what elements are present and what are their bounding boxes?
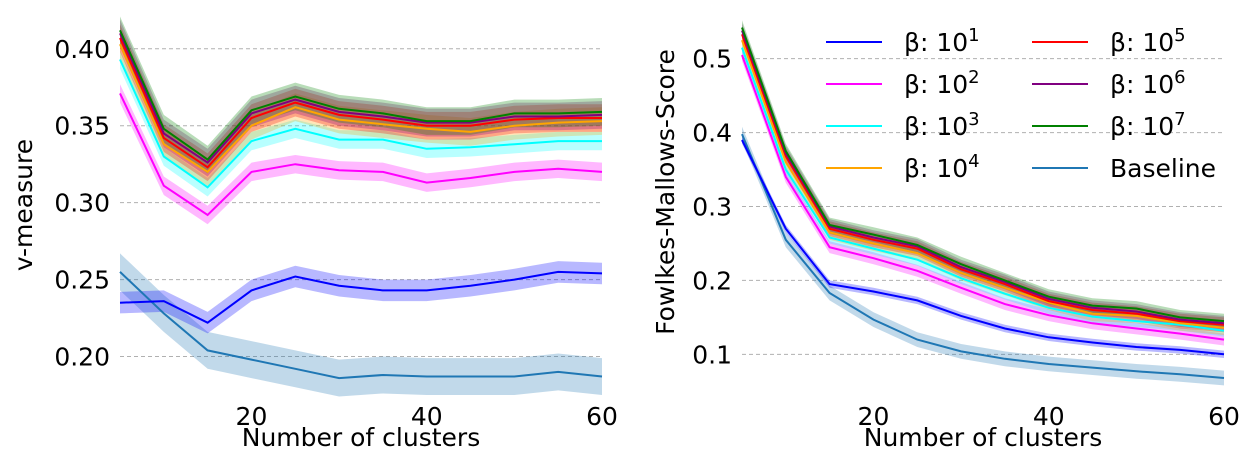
fm-line-10-3 [741,47,1225,332]
legend-label-exponent: 1 [968,25,979,46]
vm-y-axis-label: v-measure [9,139,38,271]
legend-label-prefix: β: 10 [904,70,968,99]
legend-label-6: β: 106 [1110,67,1186,99]
vm-band-10-4 [120,30,602,186]
fm-line-10-2 [741,54,1225,341]
legend-label-prefix: β: 10 [904,28,968,57]
legend-label-1: β: 101 [904,25,980,57]
fm-ytick-label: 0.2 [692,266,732,295]
legend-label-8: Baseline [1110,154,1216,183]
vm-band-10-2 [120,84,602,225]
fowlkes-mallows-panel: 0.1 0.2 0.3 0.4 0.5 20 40 60 Number of clusters F… [651,20,1240,452]
vm-ytick-label: 0.30 [54,189,110,218]
legend-label-prefix: β: 10 [904,154,968,183]
vmeasure-panel: 0.20 0.25 0.30 0.35 0.40 20 40 60 Number of clus… [9,16,618,452]
fm-line-10-7 [741,27,1225,323]
fm-ytick-label: 0.3 [692,193,732,222]
vm-line-10-7 [119,29,603,161]
fm-band-10-7 [742,20,1224,329]
fm-line-10-5 [741,33,1225,326]
legend-label-3: β: 103 [904,109,980,141]
vm-ytick-label: 0.35 [54,112,110,141]
vm-ytick-label: 0.20 [54,343,110,372]
vm-line-10-3 [119,59,602,189]
fm-ytick-label: 0.1 [692,340,732,369]
vm-line-baseline [119,271,603,380]
vm-x-axis-label: Number of clusters [242,423,480,452]
fm-line-baseline [741,133,1225,379]
legend-label-4: β: 104 [904,151,980,183]
fm-band-10-6 [742,23,1224,331]
vm-xtick-label: 20 [236,402,268,431]
vm-band-10-5 [120,24,602,182]
legend-label-exponent: 3 [968,109,979,130]
legend-label-prefix: β: 10 [904,112,968,141]
legend-label-exponent: 6 [1174,67,1185,88]
fm-ytick-label: 0.4 [692,119,732,148]
legend-label-exponent: 4 [968,151,979,172]
vm-xtick-label: 60 [586,402,618,431]
legend-label-prefix: β: 10 [1110,112,1174,141]
vm-band-10-3 [120,50,602,197]
vm-ytick-label: 0.25 [54,266,110,295]
vm-xtick-label: 40 [411,402,443,431]
fm-xtick-label: 20 [858,402,890,431]
fm-line-10-1 [741,139,1225,356]
fm-xtick-label: 40 [1033,402,1065,431]
legend-label-exponent: 2 [968,67,979,88]
vm-line-10-6 [119,32,603,164]
vm-band-baseline [120,253,602,397]
fm-line-10-4 [741,39,1225,329]
fm-y-axis-label: Fowlkes-Mallows-Score [651,49,680,335]
legend-label-exponent: 5 [1174,25,1185,46]
vm-ytick-label: 0.40 [54,35,110,64]
vm-band-10-7 [120,16,602,174]
legend-label-prefix: Baseline [1110,154,1216,183]
legend-label-7: β: 107 [1110,109,1186,141]
vm-line-10-4 [119,43,603,174]
fm-ytick-label: 0.5 [692,45,732,74]
vm-band-10-1 [120,261,602,334]
legend-label-prefix: β: 10 [1110,70,1174,99]
vm-line-10-2 [119,92,603,217]
fm-x-axis-label: Number of clusters [864,423,1102,452]
vm-line-10-5 [119,37,602,169]
vm-line-10-1 [119,270,603,324]
legend-label-5: β: 105 [1110,25,1186,57]
legend-label-exponent: 7 [1174,109,1185,130]
legend-label-2: β: 102 [904,67,980,99]
fm-xtick-label: 60 [1208,402,1240,431]
legend-label-prefix: β: 10 [1110,28,1174,57]
fm-band-10-5 [742,26,1224,333]
